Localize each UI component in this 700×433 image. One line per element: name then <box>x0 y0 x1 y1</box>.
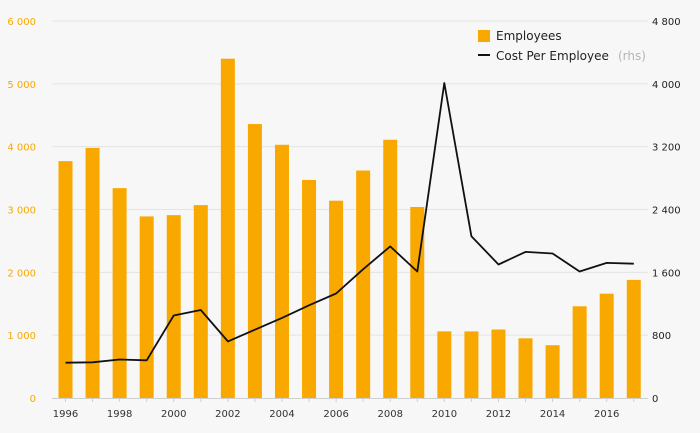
legend-label-cost-name: Cost Per Employee <box>496 49 609 63</box>
y-left-tick-label: 5 000 <box>7 80 36 91</box>
cost-per-employee-line <box>65 82 634 364</box>
bar-employees <box>518 338 533 398</box>
line-cost-per-employee <box>65 82 634 364</box>
y-right-tick-label: 1 600 <box>652 268 681 279</box>
employees-bars <box>58 58 641 399</box>
bar-employees <box>112 188 127 398</box>
bar-employees <box>356 170 371 398</box>
x-tick-label: 2016 <box>594 409 619 420</box>
y-left-tick-label: 2 000 <box>7 268 36 279</box>
bar-employees <box>572 306 587 398</box>
bar-employees <box>139 216 154 398</box>
bar-employees <box>274 144 289 398</box>
y-right-tick-label: 3 200 <box>652 143 681 154</box>
x-tick-label: 2002 <box>215 409 240 420</box>
left-y-axis: 0 1 000 2 000 3 000 4 000 5 000 6 000 <box>7 17 36 405</box>
y-right-tick-label: 800 <box>652 331 671 342</box>
y-right-tick-label: 4 000 <box>652 80 681 91</box>
right-y-axis: 0 800 1 600 2 400 3 200 4 000 4 800 <box>652 17 681 405</box>
x-tick-label: 2000 <box>161 409 186 420</box>
bar-employees <box>220 58 235 398</box>
legend-label-employees: Employees <box>496 29 562 43</box>
x-tick-label: 2010 <box>432 409 457 420</box>
legend-swatch-employees <box>478 30 490 42</box>
y-right-tick-label: 4 800 <box>652 17 681 28</box>
x-axis: 1996 1998 2000 2002 2004 2006 2008 2010 2012 2014… <box>52 398 648 420</box>
bar-employees <box>464 331 479 398</box>
bar-employees <box>85 147 100 398</box>
bar-employees <box>193 205 208 398</box>
bar-employees <box>599 293 614 398</box>
bar-employees <box>166 215 181 398</box>
bar-employees <box>491 329 506 398</box>
x-tick-label: 2006 <box>323 409 348 420</box>
y-left-tick-label: 4 000 <box>7 143 36 154</box>
y-left-tick-label: 0 <box>30 394 36 405</box>
x-tick-label: 1996 <box>53 409 78 420</box>
bar-employees <box>437 331 452 398</box>
x-tick-label: 2014 <box>540 409 565 420</box>
bar-employees <box>247 124 262 399</box>
bar-employees <box>410 206 425 398</box>
bar-employees <box>626 279 641 398</box>
bar-employees <box>302 179 317 398</box>
bar-employees <box>545 345 560 398</box>
y-right-tick-label: 2 400 <box>652 206 681 217</box>
bar-employees <box>58 161 73 398</box>
y-left-tick-label: 3 000 <box>7 206 36 217</box>
x-tick-label: 2004 <box>269 409 294 420</box>
x-tick-label: 2012 <box>486 409 511 420</box>
legend: Employees Cost Per Employee (rhs) <box>478 29 646 64</box>
y-left-tick-label: 1 000 <box>7 331 36 342</box>
y-left-tick-label: 6 000 <box>7 17 36 28</box>
legend-label-cost: Cost Per Employee (rhs) <box>496 45 646 64</box>
y-right-tick-label: 0 <box>652 394 658 405</box>
bar-employees <box>383 139 398 398</box>
legend-label-cost-suffix: (rhs) <box>618 49 646 63</box>
bar-employees <box>329 200 344 398</box>
x-tick-label: 1998 <box>107 409 132 420</box>
x-tick-label: 2008 <box>377 409 402 420</box>
